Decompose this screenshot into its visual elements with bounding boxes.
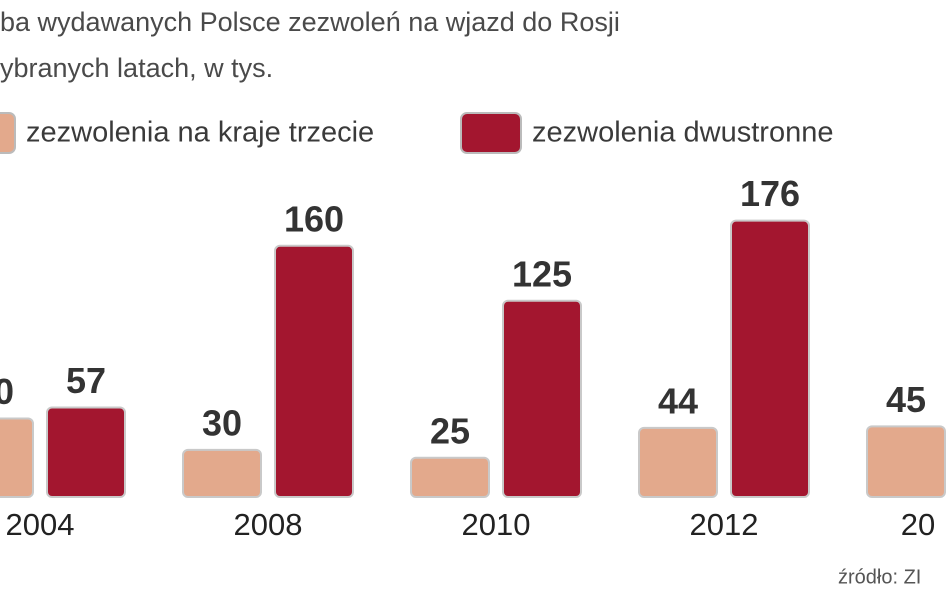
chart-title: ba wydawanych Polsce zezwoleń na wjazd d… xyxy=(0,7,620,37)
value-label: 45 xyxy=(886,379,926,420)
legend-swatch xyxy=(0,112,16,154)
value-label: 44 xyxy=(658,380,698,421)
value-label: 25 xyxy=(430,410,470,451)
source: źródło: ZI xyxy=(838,566,921,588)
bar xyxy=(182,448,262,498)
bar xyxy=(502,299,582,498)
value-label: 176 xyxy=(740,173,800,214)
x-tick-label: 2012 xyxy=(690,507,759,542)
chart-title: ybranych latach, w tys. xyxy=(0,53,273,83)
value-label: 160 xyxy=(284,198,344,239)
value-label: 50 xyxy=(0,371,14,412)
value-label: 125 xyxy=(512,253,572,294)
bar xyxy=(730,219,810,498)
x-tick-label: 20 xyxy=(901,507,935,542)
x-tick-label: 2004 xyxy=(6,507,75,542)
x-tick-label: 2010 xyxy=(462,507,531,542)
bar xyxy=(274,244,354,498)
legend-label: zezwolenia dwustronne xyxy=(532,117,833,149)
bar xyxy=(46,406,126,499)
x-tick-label: 2008 xyxy=(234,507,303,542)
legend-swatch xyxy=(460,112,522,154)
value-label: 30 xyxy=(202,402,242,443)
bar xyxy=(0,417,34,498)
value-label: 57 xyxy=(66,360,106,401)
bar xyxy=(638,426,718,499)
bar xyxy=(866,425,946,499)
legend-label: zezwolenia na kraje trzecie xyxy=(26,117,374,149)
bar xyxy=(410,456,490,498)
